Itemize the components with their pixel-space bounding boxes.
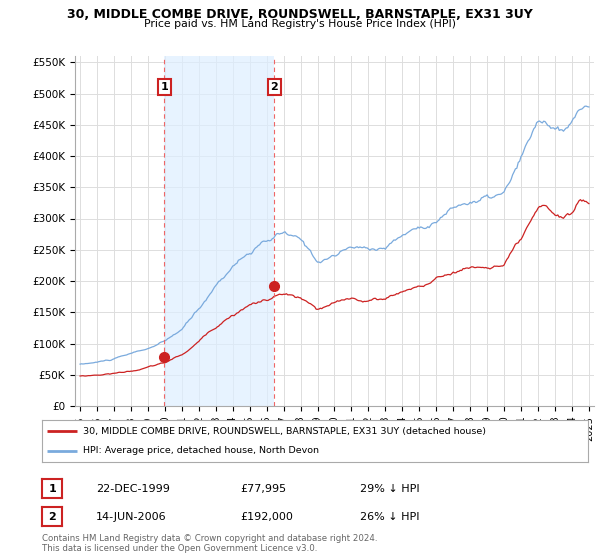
Text: HPI: Average price, detached house, North Devon: HPI: Average price, detached house, Nort… bbox=[83, 446, 319, 455]
Text: 1: 1 bbox=[161, 82, 169, 92]
Text: 26% ↓ HPI: 26% ↓ HPI bbox=[360, 512, 419, 522]
Text: 2: 2 bbox=[271, 82, 278, 92]
Text: 22-DEC-1999: 22-DEC-1999 bbox=[96, 484, 170, 494]
Text: 1: 1 bbox=[49, 484, 56, 494]
Text: 2: 2 bbox=[49, 512, 56, 522]
Text: 30, MIDDLE COMBE DRIVE, ROUNDSWELL, BARNSTAPLE, EX31 3UY (detached house): 30, MIDDLE COMBE DRIVE, ROUNDSWELL, BARN… bbox=[83, 427, 486, 436]
Text: Price paid vs. HM Land Registry's House Price Index (HPI): Price paid vs. HM Land Registry's House … bbox=[144, 19, 456, 29]
Text: Contains HM Land Registry data © Crown copyright and database right 2024.
This d: Contains HM Land Registry data © Crown c… bbox=[42, 534, 377, 553]
Text: £192,000: £192,000 bbox=[240, 512, 293, 522]
Text: 29% ↓ HPI: 29% ↓ HPI bbox=[360, 484, 419, 494]
Text: 30, MIDDLE COMBE DRIVE, ROUNDSWELL, BARNSTAPLE, EX31 3UY: 30, MIDDLE COMBE DRIVE, ROUNDSWELL, BARN… bbox=[67, 8, 533, 21]
Text: £77,995: £77,995 bbox=[240, 484, 286, 494]
Bar bbox=[164, 56, 274, 406]
Text: 14-JUN-2006: 14-JUN-2006 bbox=[96, 512, 167, 522]
